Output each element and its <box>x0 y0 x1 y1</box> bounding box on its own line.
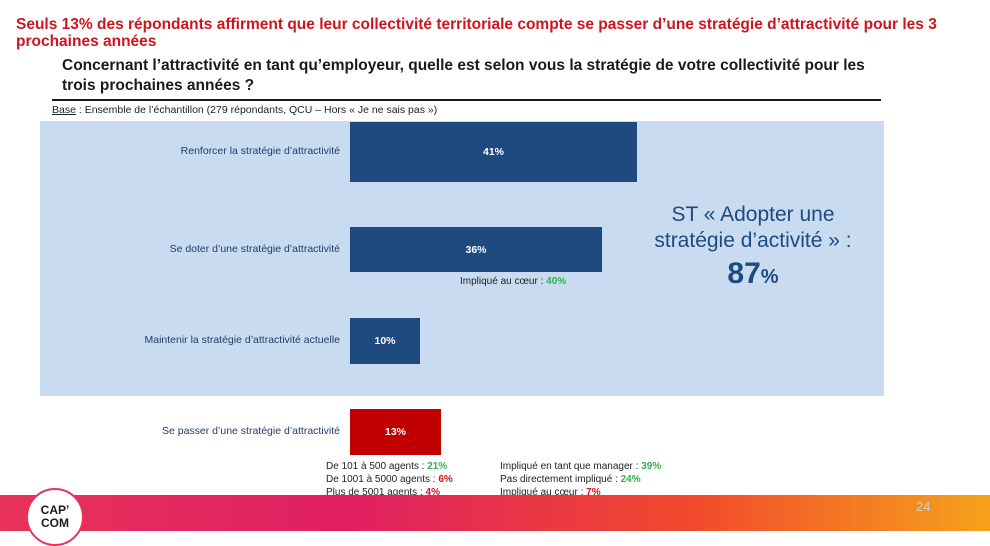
logo-line-1: CAP’ <box>40 503 70 517</box>
segment-note: De 101 à 500 agents : 21% <box>326 461 448 472</box>
summary-value: 87% <box>636 256 870 295</box>
summary-unit: % <box>760 266 779 288</box>
summary-line-2: stratégie d’activité » : <box>654 229 852 252</box>
capcom-logo: CAP’ COM <box>26 488 84 546</box>
logo-line-2: COM <box>41 516 69 530</box>
category-label-3: Maintenir la stratégie d’attractivité ac… <box>144 334 340 346</box>
note-label: Impliqué au cœur : <box>460 276 547 287</box>
category-label-2: Se doter d’une stratégie d’attractivité <box>169 242 340 255</box>
segment-note: Pas directement impliqué : 24% <box>500 474 641 485</box>
page-number: 24 <box>916 499 931 514</box>
base-text: : Ensemble de l’échantillon (279 réponda… <box>75 104 438 116</box>
note-implique-coeur: Impliqué au cœur : 40% <box>460 276 566 287</box>
summary-number: 87 <box>727 257 761 290</box>
base-label: Base <box>52 104 76 116</box>
title-divider <box>52 99 881 101</box>
summary-box: ST « Adopter une stratégie d’activité » … <box>636 202 870 295</box>
bar-1: 41% <box>350 122 637 182</box>
category-label-4: Se passer d’une stratégie d’attractivité <box>161 425 340 437</box>
base-note: Base : Ensemble de l’échantillon (279 ré… <box>52 104 437 116</box>
segment-note: De 1001 à 5000 agents : 6% <box>326 474 453 485</box>
summary-line-1: ST « Adopter une <box>671 203 835 226</box>
bar-3: 10% <box>350 318 420 364</box>
headline: Seuls 13% des répondants affirment que l… <box>16 16 937 50</box>
segment-note: Impliqué au cœur : 7% <box>500 487 601 498</box>
bar-2: 36% <box>350 227 602 272</box>
segment-note: Plus de 5001 agents : 4% <box>326 487 440 498</box>
category-label-1: Renforcer la stratégie d’attractivité <box>180 145 340 157</box>
footer-band <box>0 495 990 531</box>
segment-note: Impliqué en tant que manager : 39% <box>500 461 662 472</box>
question-title: Concernant l’attractivité en tant qu’emp… <box>62 57 865 94</box>
bar-4: 13% <box>350 409 441 455</box>
note-value: 40% <box>546 276 567 287</box>
